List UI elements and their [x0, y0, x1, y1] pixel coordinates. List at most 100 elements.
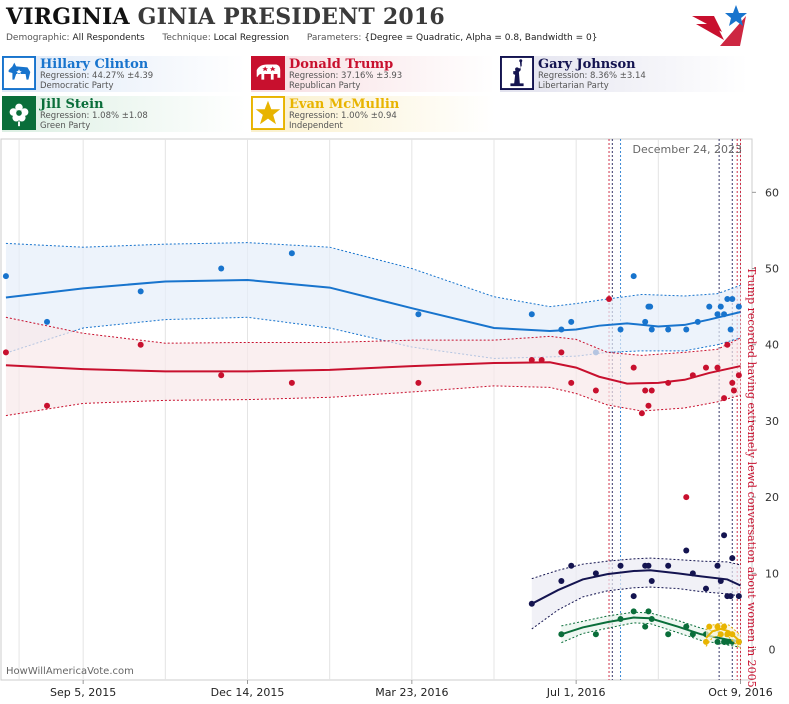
poll-point: [702, 638, 709, 645]
parameters-line: Demographic: All Respondents Technique: …: [6, 33, 597, 43]
poll-point: [638, 410, 645, 417]
poll-point: [288, 379, 295, 386]
poll-point: [44, 402, 51, 409]
event-annotation: Trump recorded having extremely lewd con…: [745, 267, 758, 688]
y-tick-label: 10: [765, 567, 779, 580]
poll-chart: 0 10 20 30 40 50 60 Sep 5, 2015 Dec 14, 2015 Mar …: [0, 138, 789, 704]
poll-point: [630, 608, 637, 615]
poll-point: [630, 273, 637, 280]
poll-point: [724, 296, 731, 303]
poll-point: [665, 379, 672, 386]
poll-point: [592, 387, 599, 394]
poll-point: [415, 311, 422, 318]
poll-point: [717, 303, 724, 310]
demographic-value: All Respondents: [72, 33, 145, 43]
poll-point: [729, 555, 736, 562]
poll-point: [694, 318, 701, 325]
poll-point: [648, 616, 655, 623]
demographic-label: Demographic:: [6, 33, 70, 43]
star-icon: [251, 96, 285, 130]
poll-point: [2, 273, 9, 280]
candidate-party: Independent: [289, 121, 343, 131]
title-text: GINIA PRESIDENT 2016: [137, 4, 445, 30]
poll-point: [617, 326, 624, 333]
series-2: [528, 532, 742, 630]
poll-point: [735, 593, 742, 600]
poll-point: [721, 623, 728, 630]
poll-point: [665, 562, 672, 569]
poll-point: [606, 296, 613, 303]
poll-point: [665, 631, 672, 638]
candidate-name: Jill Stein: [40, 97, 104, 112]
poll-point: [617, 616, 624, 623]
candidate-regression: Regression: 1.08% ±1.08: [40, 111, 148, 121]
candidate-party: Green Party: [40, 121, 91, 131]
poll-point: [645, 562, 652, 569]
poll-point: [630, 593, 637, 600]
poll-point: [689, 631, 696, 638]
poll-point: [724, 341, 731, 348]
regression-line: [5, 278, 741, 333]
legend-item-stein: Jill Stein Regression: 1.08% ±1.08 Green…: [2, 96, 246, 132]
candidate-name: Gary Johnson: [538, 57, 636, 72]
poll-point: [724, 638, 731, 645]
poll-point: [729, 631, 736, 638]
poll-point: [717, 631, 724, 638]
poll-point: [717, 577, 724, 584]
poll-point: [137, 341, 144, 348]
poll-point: [714, 562, 721, 569]
technique-value: Local Regression: [213, 33, 290, 43]
x-tick-label: Oct 9, 2016: [708, 686, 773, 699]
series-4: [702, 622, 742, 650]
y-tick-label: 20: [765, 491, 779, 504]
legend-item-johnson: Gary Johnson Regression: 8.36% ±3.14 Lib…: [500, 56, 748, 92]
y-tick-label: 40: [765, 339, 779, 352]
poll-point: [642, 387, 649, 394]
regression-line: [5, 361, 741, 385]
poll-point: [647, 303, 654, 310]
site-logo-icon: [692, 5, 747, 46]
plot-frame: [0, 138, 753, 681]
poll-point: [528, 600, 535, 607]
confidence-band: [5, 317, 741, 416]
poll-point: [702, 364, 709, 371]
poll-point: [2, 349, 9, 356]
poll-point: [645, 608, 652, 615]
lower-bound-line: [5, 385, 741, 417]
candidate-regression: Regression: 1.00% ±0.94: [289, 111, 397, 121]
poll-point: [137, 288, 144, 295]
poll-point: [558, 577, 565, 584]
poll-point: [735, 303, 742, 310]
candidate-name: Evan McMullin: [289, 97, 400, 112]
poll-point: [729, 379, 736, 386]
y-tick-label: 60: [765, 186, 779, 199]
poll-point: [592, 631, 599, 638]
poll-point: [727, 593, 734, 600]
candidate-regression: Regression: 37.16% ±3.93: [289, 71, 403, 81]
poll-point: [714, 623, 721, 630]
poll-point: [714, 364, 721, 371]
parameters-value: {Degree = Quadratic, Alpha = 0.8, Bandwi…: [364, 33, 598, 43]
poll-point: [721, 395, 728, 402]
lower-bound-line: [705, 634, 741, 650]
confidence-band: [5, 242, 741, 359]
elephant-icon: [251, 56, 285, 90]
poll-point: [558, 631, 565, 638]
poll-point: [218, 372, 225, 379]
poll-point: [415, 379, 422, 386]
poll-point: [702, 585, 709, 592]
poll-point: [706, 623, 713, 630]
series-1: [2, 296, 742, 501]
flower-icon: [2, 96, 36, 130]
poll-point: [558, 349, 565, 356]
legend-item-clinton: Hillary Clinton Regression: 44.27% ±4.39…: [2, 56, 246, 92]
poll-point: [683, 326, 690, 333]
poll-point: [528, 311, 535, 318]
candidate-legend: Hillary Clinton Regression: 44.27% ±4.39…: [0, 54, 789, 136]
poll-point: [648, 577, 655, 584]
poll-point: [665, 326, 672, 333]
candidate-regression: Regression: 44.27% ±4.39: [40, 71, 154, 81]
poll-point: [288, 250, 295, 257]
poll-point: [648, 387, 655, 394]
